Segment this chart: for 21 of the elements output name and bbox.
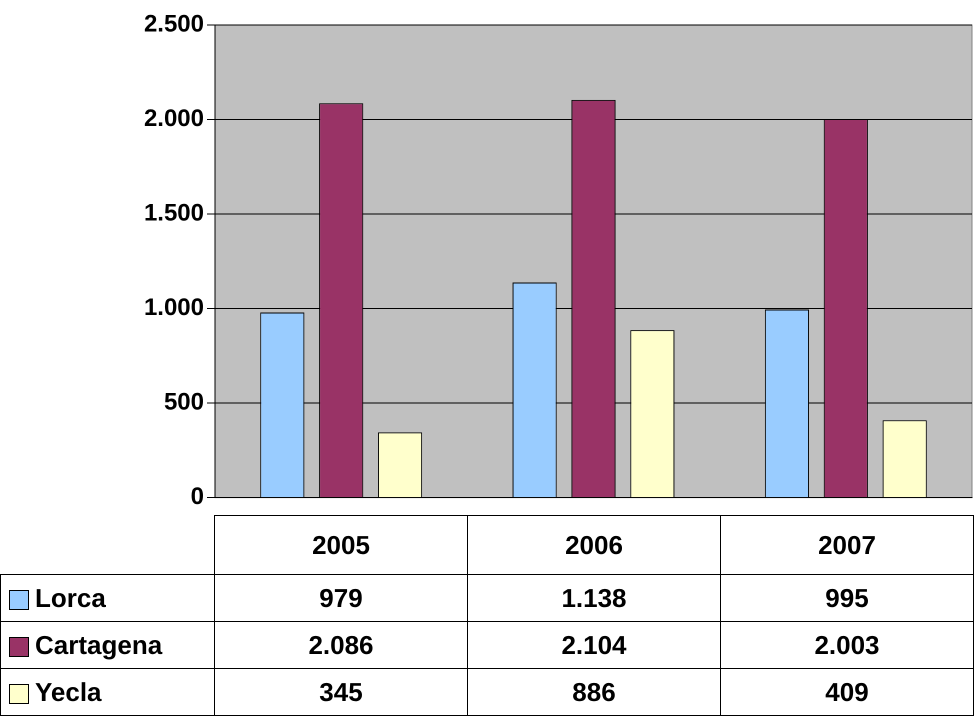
y-tick-label: 0 (190, 483, 204, 510)
y-tick-label: 2.500 (144, 10, 204, 38)
data-label: 2.086 (214, 622, 468, 668)
x-tick-label: 2006 (468, 516, 720, 574)
data-label: 2.104 (468, 622, 720, 668)
data-label: 2.003 (720, 622, 974, 668)
y-tick-label: 1.500 (144, 200, 204, 227)
data-label: 995 (720, 574, 974, 622)
y-tick-label: 2.000 (144, 105, 204, 132)
x-tick-label: 2005 (214, 516, 468, 574)
y-tick-label: 1.000 (144, 294, 204, 322)
x-tick-label: 2007 (720, 516, 974, 574)
legend-label: Yecla (0, 668, 214, 716)
legend-label: Cartagena (0, 622, 214, 668)
data-label: 886 (468, 668, 720, 716)
data-label: 345 (214, 668, 468, 716)
legend-label: Lorca (0, 574, 214, 622)
data-label: 979 (214, 574, 468, 622)
y-tick-label: 500 (164, 388, 204, 416)
data-label: 1.138 (468, 574, 720, 622)
data-label: 409 (720, 668, 974, 716)
